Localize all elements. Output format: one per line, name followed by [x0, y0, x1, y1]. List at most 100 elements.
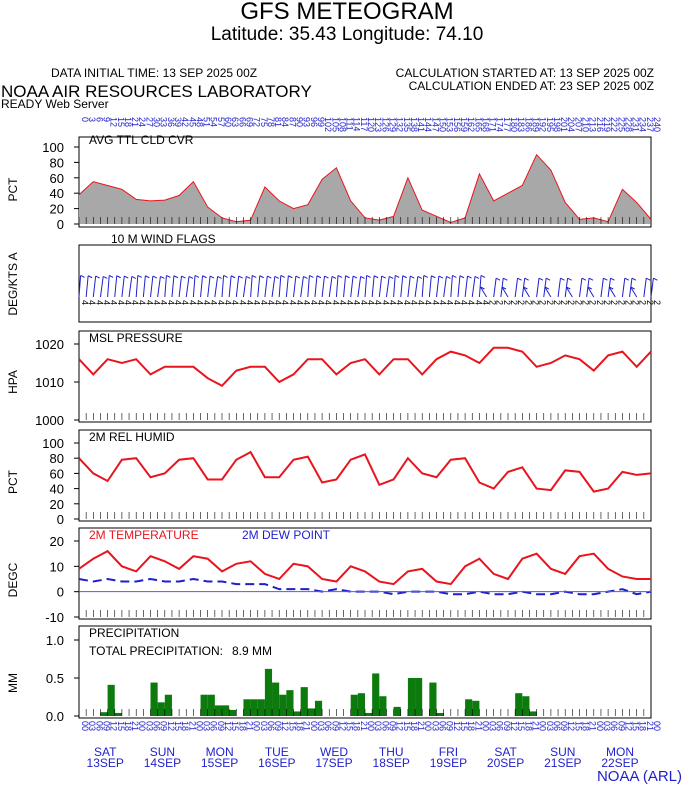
wind-speed-label: 4	[266, 300, 276, 305]
wind-speed-label: 4	[130, 300, 140, 305]
bottom-hour-label: 15	[345, 721, 355, 731]
bottom-hour-label: 03	[373, 721, 383, 731]
wind-barb	[128, 276, 133, 298]
wind-speed-label: 4	[309, 300, 319, 305]
bottom-hour-label: 12	[337, 721, 347, 731]
day-of-week-label: FRI	[439, 745, 458, 759]
wind-barb	[121, 276, 125, 298]
wind-speed-label: 4	[416, 300, 426, 305]
y-tick-label: 20	[50, 497, 64, 512]
top-hour-label: 168	[480, 117, 490, 132]
panel-label-temperature: 2M TEMPERATURE	[89, 528, 199, 542]
wind-speed-label: 4	[202, 300, 212, 305]
precip-bar	[529, 711, 537, 716]
top-hour-label: 237	[645, 117, 655, 132]
wind-barb	[321, 276, 325, 298]
precip-bar	[522, 696, 530, 716]
wind-barb-flag	[653, 277, 658, 281]
bottom-hour-label: 03	[202, 721, 212, 731]
wind-speed-label: 4	[187, 300, 197, 305]
top-hour-label: 75	[259, 117, 269, 127]
wind-speed-label: 2	[502, 300, 512, 305]
wind-speed-label: 4	[459, 300, 469, 305]
wind-barb-flag	[417, 276, 423, 279]
bottom-hour-label: 03	[144, 721, 154, 731]
wind-barb	[185, 276, 190, 298]
wind-barb-flag	[603, 277, 608, 281]
precip-bar	[164, 694, 172, 716]
bottom-hour-label: 18	[638, 721, 648, 731]
y-tick-label: 1020	[35, 337, 64, 352]
wind-barb-flag	[280, 275, 286, 278]
wind-barb-flag	[267, 275, 272, 279]
cloud-cover-area	[79, 154, 651, 224]
top-hour-label: 141	[416, 117, 426, 132]
wind-speed-label: 4	[359, 300, 369, 305]
bottom-hour-label: 06	[94, 721, 104, 731]
top-hour-label: 60	[223, 117, 233, 127]
top-hour-label: 240	[652, 117, 662, 132]
wind-barb	[471, 276, 476, 298]
top-hour-label: 96	[309, 117, 319, 127]
wind-speed-label: 4	[230, 300, 240, 305]
wind-barb-flag	[431, 275, 436, 279]
wind-barb	[178, 276, 182, 298]
wind-barb-flag	[238, 275, 243, 279]
precip-bar	[207, 694, 215, 716]
wind-barb	[164, 275, 167, 298]
wind-barb	[436, 276, 440, 298]
wind-barb-flag	[108, 275, 114, 278]
y-tick-label: 0	[57, 512, 64, 527]
wind-barb	[278, 275, 282, 298]
wind-barb-flag	[438, 275, 444, 279]
bottom-hour-label: 18	[409, 721, 419, 731]
wind-barb	[357, 276, 362, 298]
top-hour-label: 123	[373, 117, 383, 132]
wind-barb	[428, 275, 432, 298]
top-hour-label: 39	[173, 117, 183, 127]
wind-speed-label: 2	[638, 300, 648, 305]
wind-barb-flag	[202, 275, 207, 279]
top-hour-label: 69	[244, 117, 254, 127]
bottom-hour-label: 03	[259, 721, 269, 731]
day-date-label: 16SEP	[258, 756, 295, 770]
wind-barb-flag	[194, 275, 200, 278]
y-axis-label-pressure: HPA	[6, 370, 20, 394]
day-date-label: 20SEP	[487, 756, 524, 770]
wind-speed-label: 2	[602, 300, 612, 305]
top-hour-label: 204	[566, 117, 576, 132]
wind-barb-flag	[402, 275, 407, 279]
wind-speed-label: 4	[209, 300, 219, 305]
wind-barb	[264, 276, 268, 298]
top-hour-label: 42	[180, 117, 190, 127]
wind-barb	[464, 276, 468, 298]
bottom-hour-label: 06	[495, 721, 505, 731]
panel-label-wind: 10 M WIND FLAGS	[111, 232, 216, 246]
wind-speed-label: 2	[595, 300, 605, 305]
y-tick-label: 20	[50, 534, 64, 549]
top-hour-label: 81	[273, 117, 283, 127]
wind-barb-flag	[366, 275, 371, 278]
top-hour-label: 129	[387, 117, 397, 132]
wind-speed-label: 4	[395, 300, 405, 305]
wind-barb	[579, 278, 583, 298]
top-hour-label: 156	[452, 117, 462, 132]
wind-barb	[235, 276, 240, 298]
wind-barb	[214, 276, 219, 298]
wind-barb	[171, 275, 175, 298]
bottom-hour-label: 09	[273, 721, 283, 731]
wind-barb-flag	[373, 275, 379, 279]
wind-barb	[557, 278, 561, 298]
bottom-hour-label: 18	[237, 721, 247, 731]
wind-barb	[414, 276, 419, 298]
wind-speed-label: 2	[616, 300, 626, 305]
wind-barb-flag	[452, 275, 457, 278]
bottom-hour-label: 06	[266, 721, 276, 731]
top-hour-label: 165	[473, 117, 483, 132]
noaa-arl-credit: NOAA (ARL)	[596, 768, 682, 785]
y-tick-label: 1000	[35, 413, 64, 428]
wind-barb-flag	[545, 277, 551, 281]
top-hour-label: 210	[581, 117, 591, 132]
wind-speed-label: 4	[430, 300, 440, 305]
